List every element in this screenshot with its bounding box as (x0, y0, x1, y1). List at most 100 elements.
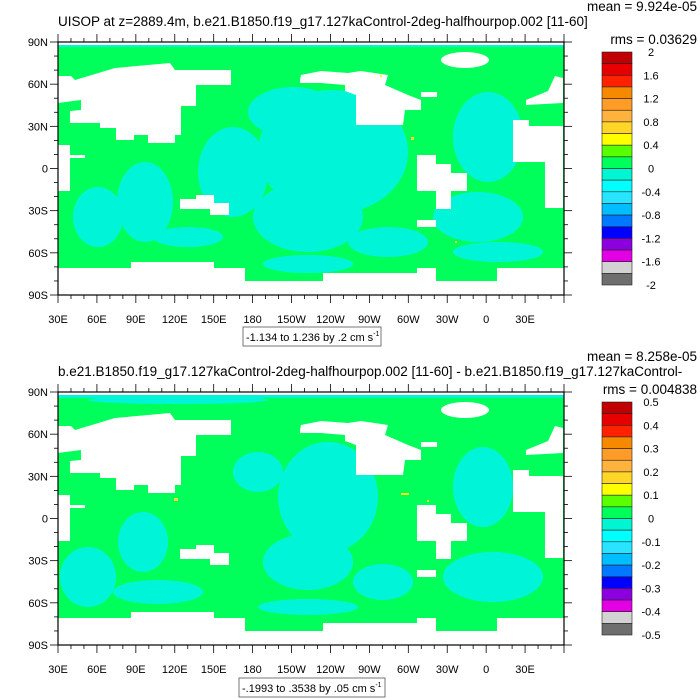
colorbar-box (601, 506, 633, 519)
rms-label: rms = 0.03629 (610, 32, 697, 47)
colorbar-box (601, 541, 633, 554)
lon-tick-label: 90W (358, 314, 381, 326)
colorbar-label: -0.8 (642, 210, 661, 222)
colorbar-box (601, 191, 633, 204)
axis-ticks (50, 384, 572, 653)
colorbar-box (601, 144, 633, 158)
colorbar-box (601, 75, 633, 88)
negative-anomaly-regions (58, 45, 564, 273)
lat-axis-labels: 90N 60N 30N 0 30S 60S 90S (28, 387, 48, 652)
map-area (50, 34, 572, 303)
colorbar-label: -0.4 (642, 607, 661, 619)
colorbar-box (601, 518, 633, 531)
anomaly-cell (380, 75, 382, 77)
colorbar-box (601, 611, 633, 624)
colorbar-box (601, 156, 633, 169)
lon-tick-label: 60W (397, 314, 420, 326)
colorbar-label: 2 (648, 47, 654, 59)
mean-label: mean = 9.924e-05 (587, 0, 697, 14)
lon-tick-label: 30E (48, 314, 68, 326)
colorbar-box (601, 401, 633, 414)
mean-label: mean = 8.258e-05 (587, 350, 697, 364)
lat-tick-label: 60S (28, 598, 48, 610)
lat-tick-label: 30N (28, 471, 48, 483)
colorbar-box (601, 133, 633, 146)
lat-tick-label: 30S (28, 206, 48, 218)
lat-tick-label: 30N (28, 121, 48, 133)
colorbar-label: 0.2 (643, 467, 658, 479)
lon-tick-label: 150E (201, 664, 227, 676)
colorbar-box (601, 226, 633, 239)
colorbar-box (601, 63, 633, 76)
colorbar-label: 0.5 (643, 397, 658, 409)
colorbar-label: -1.6 (642, 257, 661, 269)
colorbar-box (601, 471, 633, 484)
colorbar-label: 0.1 (643, 490, 658, 502)
lon-tick-label: 90E (126, 664, 146, 676)
colorbar-label: 1.6 (643, 70, 658, 82)
colorbar-box (601, 109, 633, 123)
svg-text:-.1993 to .3538 by .05 cm s-1: -.1993 to .3538 by .05 cm s-1 (242, 682, 382, 695)
bottom-map-panel: b.e21.B1850.f19_g17.127kaControl-2deg-ha… (28, 350, 697, 698)
colorbar-box (601, 494, 633, 508)
lon-tick-label: 30E (515, 664, 535, 676)
lat-tick-label: 60N (28, 429, 48, 441)
colorbar-label: -0.4 (642, 187, 661, 199)
colorbar-label: -2 (646, 280, 656, 292)
colorbar-box (601, 249, 633, 263)
plot-title: b.e21.B1850.f19_g17.127kaControl-2deg-ha… (58, 364, 682, 379)
colorbar-label: 0.4 (643, 420, 658, 432)
lat-tick-label: 30S (28, 556, 48, 568)
colorbar-box (601, 459, 633, 473)
colorbar-box (601, 623, 633, 636)
lon-tick-label: 150W (277, 664, 306, 676)
colorbar-label: 0.3 (643, 444, 658, 456)
lon-tick-label: 30W (436, 314, 459, 326)
anomaly-cell (427, 500, 429, 502)
lon-tick-label: 30E (48, 664, 68, 676)
lon-tick-label: 30E (515, 314, 535, 326)
colorbar-label: 0.8 (643, 117, 658, 129)
lon-tick-label: 90W (358, 664, 381, 676)
colorbar-label: 1.2 (643, 94, 658, 106)
colorbar-box (601, 576, 633, 589)
colorbar-label: -0.3 (642, 583, 661, 595)
colorbar: 2 1.6 1.2 0.8 0.4 0 -0.4 -0.8 -1.2 -1.6 -2 (601, 47, 661, 292)
colorbar-label: 0.4 (643, 140, 658, 152)
colorbar-box (601, 599, 633, 613)
colorbar-label: -0.5 (642, 630, 661, 642)
colorbar-box (601, 51, 633, 64)
lon-tick-label: 120W (316, 664, 345, 676)
lat-tick-label: 0 (42, 514, 48, 526)
plot-title: UISOP at z=2889.4m, b.e21.B1850.f19_g17.… (58, 14, 588, 29)
colorbar-label: -0.2 (642, 560, 661, 572)
lat-tick-label: 90N (28, 387, 48, 399)
colorbar-box (601, 261, 633, 274)
colorbar-box (601, 483, 633, 496)
lon-tick-label: 60W (397, 664, 420, 676)
anomaly-cell (401, 493, 409, 495)
colorbar-box (601, 553, 633, 566)
lon-tick-label: 180 (243, 314, 261, 326)
anomaly-cell (455, 241, 457, 243)
lon-axis-labels: 30E 60E 90E 120E 150E 180 150W 120W 90W 60W 30W 0 30… (48, 314, 535, 326)
colorbar-box (601, 588, 633, 601)
colorbar-box (601, 121, 633, 134)
svg-text:-1.134 to 1.236 by .2 cm s-1: -1.134 to 1.236 by .2 cm s-1 (246, 331, 380, 344)
colorbar-box (601, 564, 633, 578)
colorbar: 0.5 0.4 0.3 0.2 0.1 0 -0.1 -0.2 -0.3 -0.4 -0.5 (601, 397, 661, 642)
lon-tick-label: 150E (201, 314, 227, 326)
lon-tick-label: 0 (483, 314, 489, 326)
colorbar-label: 0 (648, 164, 654, 176)
lon-tick-label: 120W (316, 314, 345, 326)
lon-axis-labels: 30E 60E 90E 120E 150E 180 150W 120W 90W 60W 30W 0 30… (48, 664, 535, 676)
lon-tick-label: 120E (162, 314, 188, 326)
colorbar-box (601, 425, 633, 438)
colorbar-label: -0.1 (642, 537, 661, 549)
colorbar-box (601, 413, 633, 426)
lat-tick-label: 90S (28, 640, 48, 652)
info-box: -.1993 to .3538 by .05 cm s-1 (238, 677, 386, 698)
colorbar-box (601, 214, 633, 228)
map-area (50, 384, 572, 653)
anomaly-cell (174, 498, 178, 501)
